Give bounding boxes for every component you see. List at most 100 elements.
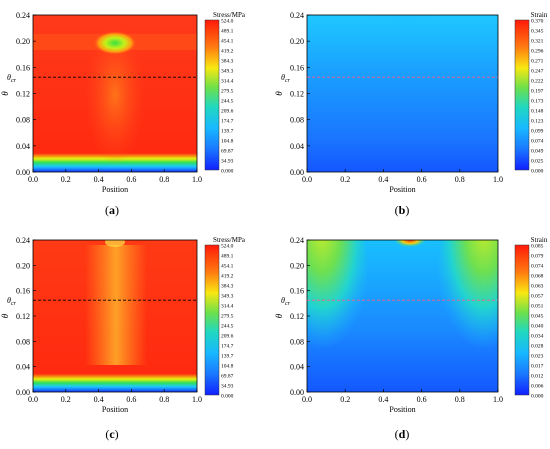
ytick-label-c: 0.12 xyxy=(16,312,30,321)
panel-caption-part-b: ( xyxy=(395,203,399,217)
colorbar-label-a: 34.93 xyxy=(221,159,234,165)
xtick-label-a: 0.4 xyxy=(94,175,104,184)
ytick-label-a: 0.12 xyxy=(16,90,30,99)
ytick-label-d: 0.12 xyxy=(290,312,304,321)
critical-line-subscript-c: cr xyxy=(11,301,17,307)
ytick-label-b: 0.20 xyxy=(290,37,304,46)
colorbar-title-a: Stress/MPa xyxy=(213,11,246,19)
panel-caption-b: (b) xyxy=(395,203,410,217)
colorbar-label-c: 174.7 xyxy=(221,344,234,350)
colorbar-label-c: 419.2 xyxy=(221,274,234,280)
colorbar-label-b: 0.345 xyxy=(531,29,544,35)
ytick-label-d: 0.08 xyxy=(290,337,304,346)
colorbar-label-d: 0.023 xyxy=(531,354,544,360)
ytick-label-c: 0.00 xyxy=(16,388,30,397)
ytick-label-d: 0.24 xyxy=(290,236,304,245)
xtick-label-d: 0.6 xyxy=(417,395,427,404)
colorbar-label-b: 0.000 xyxy=(531,169,544,175)
heatmap-b xyxy=(307,15,498,172)
colorbar-label-c: 69.87 xyxy=(221,374,234,380)
xtick-label-c: 0.0 xyxy=(28,395,38,404)
y-axis-label-c: θ xyxy=(0,313,10,318)
ytick-label-a: 0.24 xyxy=(16,11,30,20)
colorbar-label-a: 489.1 xyxy=(221,29,234,35)
ytick-label-a: 0.00 xyxy=(16,168,30,177)
critical-line-label-b: θcr xyxy=(281,73,291,84)
colorbar-label-a: 384.3 xyxy=(221,59,234,65)
xtick-label-c: 1.0 xyxy=(192,395,202,404)
colorbar-label-a: 279.5 xyxy=(221,89,234,95)
ytick-label-c: 0.08 xyxy=(16,337,30,346)
critical-line-label-c: θcr xyxy=(7,296,17,307)
ytick-label-b: 0.08 xyxy=(290,116,304,125)
x-axis-label-d: Position xyxy=(389,405,415,414)
panel-a xyxy=(32,14,198,173)
x-axis-label-b: Position xyxy=(389,185,415,194)
colorbar-label-c: 209.6 xyxy=(221,334,234,340)
colorbar-label-a: 174.7 xyxy=(221,119,234,125)
panel-caption-part-d: ( xyxy=(395,427,399,441)
ytick-label-b: 0.16 xyxy=(290,63,304,72)
ytick-label-b: 0.12 xyxy=(290,90,304,99)
xtick-label-c: 0.8 xyxy=(159,395,169,404)
colorbar-label-a: 419.2 xyxy=(221,49,234,55)
xtick-label-c: 0.2 xyxy=(61,395,71,404)
ytick-label-d: 0.16 xyxy=(290,287,304,296)
xtick-label-d: 0.0 xyxy=(302,395,312,404)
colorbar-label-a: 139.7 xyxy=(221,129,234,135)
xtick-label-b: 0.0 xyxy=(302,175,312,184)
ytick-label-c: 0.20 xyxy=(16,261,30,270)
xtick-label-b: 0.4 xyxy=(378,175,388,184)
critical-line-subscript-b: cr xyxy=(285,78,291,84)
panel-caption-part-a: ) xyxy=(115,203,119,217)
panel-d xyxy=(306,239,499,393)
colorbar-label-c: 279.5 xyxy=(221,314,234,320)
xtick-label-a: 0.2 xyxy=(61,175,71,184)
colorbar-label-d: 0.068 xyxy=(531,274,544,280)
colorbar-label-a: 454.1 xyxy=(221,39,234,45)
ytick-label-d: 0.04 xyxy=(290,363,304,372)
colorbar-label-b: 0.099 xyxy=(531,129,544,135)
colorbar-label-d: 0.074 xyxy=(531,264,544,270)
xtick-label-b: 0.2 xyxy=(340,175,350,184)
colorbar-title-c: Stress/MPa xyxy=(213,236,246,244)
colorbar-label-c: 524.0 xyxy=(221,244,234,250)
colorbar-label-c: 349.3 xyxy=(221,294,234,300)
colorbar-label-b: 0.271 xyxy=(531,59,544,65)
critical-line-subscript-d: cr xyxy=(285,301,291,307)
xtick-label-d: 0.2 xyxy=(340,395,350,404)
colorbar-label-a: 104.8 xyxy=(221,139,234,145)
ytick-label-b: 0.04 xyxy=(290,142,304,151)
xtick-label-b: 0.8 xyxy=(455,175,465,184)
colorbar-label-c: 454.1 xyxy=(221,264,234,270)
heatmap-c xyxy=(33,240,197,392)
colorbar-label-b: 0.197 xyxy=(531,89,544,95)
xtick-label-b: 1.0 xyxy=(493,175,503,184)
xtick-label-d: 0.4 xyxy=(378,395,388,404)
colorbar-label-d: 0.006 xyxy=(531,384,544,390)
colorbar-d xyxy=(514,244,530,396)
colorbar-a xyxy=(204,19,220,171)
y-axis-label-b: θ xyxy=(274,91,284,96)
colorbar-label-b: 0.123 xyxy=(531,119,544,125)
ytick-label-c: 0.16 xyxy=(16,287,30,296)
critical-line-label-a: θcr xyxy=(7,73,17,84)
colorbar-label-b: 0.247 xyxy=(531,69,544,75)
xtick-label-c: 0.4 xyxy=(94,395,104,404)
xtick-label-a: 0.0 xyxy=(28,175,38,184)
panel-caption-part-a: a xyxy=(109,203,115,217)
colorbar-title-d: Strain xyxy=(531,236,548,244)
colorbar-label-a: 524.0 xyxy=(221,19,234,25)
panel-caption-part-c: c xyxy=(109,427,115,441)
ytick-label-d: 0.00 xyxy=(290,388,304,397)
panel-c xyxy=(32,239,198,393)
x-axis-label-c: Position xyxy=(102,405,128,414)
colorbar-label-b: 0.025 xyxy=(531,159,544,165)
panel-caption-part-c: ) xyxy=(115,427,119,441)
colorbar-label-d: 0.085 xyxy=(531,244,544,250)
xtick-label-b: 0.6 xyxy=(417,175,427,184)
xtick-label-a: 1.0 xyxy=(192,175,202,184)
panel-caption-part-d: ) xyxy=(405,427,409,441)
heatmap-a xyxy=(33,15,197,172)
panel-caption-d: (d) xyxy=(395,427,410,441)
